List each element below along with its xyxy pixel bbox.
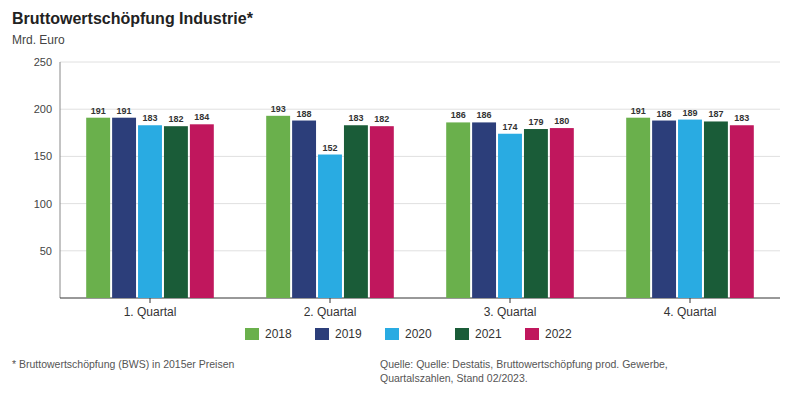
data-label: 193	[271, 104, 286, 114]
data-label: 186	[477, 110, 492, 120]
bar	[190, 124, 214, 298]
bars	[86, 116, 754, 298]
chart: Bruttowertschöpfung Industrie* Mrd. Euro 5…	[0, 0, 800, 400]
bar	[292, 121, 316, 298]
bar	[318, 155, 342, 298]
data-label: 182	[374, 114, 389, 124]
bar	[678, 120, 702, 298]
bar	[86, 118, 110, 298]
y-tick-label: 250	[34, 56, 52, 68]
data-label: 183	[734, 113, 749, 123]
x-tick-label: 4. Quartal	[664, 305, 717, 319]
x-tick-label: 1. Quartal	[124, 305, 177, 319]
annotation: Quelle: Quelle: Destatis, Bruttowertschö…	[380, 358, 668, 384]
bar	[472, 122, 496, 298]
data-label: 152	[322, 143, 337, 153]
annotation-line: * Bruttowertschöpfung (BWS) in 2015er Pr…	[12, 358, 235, 370]
x-tick	[690, 298, 691, 303]
annotation-line: Quelle: Quelle: Destatis, Bruttowertschö…	[380, 358, 668, 370]
legend-entry: 2022	[545, 327, 572, 341]
legend-swatch	[525, 328, 539, 340]
annotation: * Bruttowertschöpfung (BWS) in 2015er Pr…	[12, 358, 235, 370]
data-label: 174	[502, 122, 517, 132]
data-label: 188	[657, 109, 672, 119]
y-axis-label: Mrd. Euro	[12, 33, 65, 47]
y-tick-label: 50	[40, 245, 52, 257]
y-axis-line	[60, 62, 61, 298]
bar	[524, 129, 548, 298]
data-label: 182	[168, 114, 183, 124]
data-labels: 191 191 183 182 184 193 188 152 183 182 186 186 174 1…	[91, 104, 750, 153]
x-tick-label: 2. Quartal	[304, 305, 357, 319]
data-label: 180	[554, 116, 569, 126]
legend-entry: 2021	[475, 327, 502, 341]
annotation-line: Quartalszahlen, Stand 02/2023.	[380, 372, 528, 384]
bar	[266, 116, 290, 298]
legend: 2018 2019 2020 2021 2022	[245, 327, 572, 341]
bar	[704, 121, 728, 298]
bar	[344, 125, 368, 298]
y-tick-label: 150	[34, 150, 52, 162]
bar	[112, 118, 136, 298]
data-label: 191	[631, 106, 646, 116]
x-tick-label: 3. Quartal	[484, 305, 537, 319]
bar	[138, 125, 162, 298]
y-tick-label: 100	[34, 198, 52, 210]
legend-swatch	[245, 328, 259, 340]
grid-line	[60, 62, 780, 63]
legend-swatch	[315, 328, 329, 340]
y-tick-label: 200	[34, 103, 52, 115]
data-label: 191	[117, 106, 132, 116]
data-label: 189	[682, 108, 697, 118]
legend-entry: 2020	[405, 327, 432, 341]
data-label: 183	[348, 113, 363, 123]
grid-line	[60, 109, 780, 110]
bar	[730, 125, 754, 298]
legend-entry: 2019	[335, 327, 362, 341]
data-label: 191	[91, 106, 106, 116]
bar	[626, 118, 650, 298]
bar	[370, 126, 394, 298]
legend-swatch	[385, 328, 399, 340]
data-label: 183	[142, 113, 157, 123]
bar	[550, 128, 574, 298]
x-tick	[330, 298, 331, 303]
x-tick	[510, 298, 511, 303]
data-label: 188	[297, 109, 312, 119]
data-label: 187	[708, 109, 723, 119]
x-tick	[150, 298, 151, 303]
bar	[164, 126, 188, 298]
bar	[652, 121, 676, 298]
bar	[446, 122, 470, 298]
title: Bruttowertschöpfung Industrie*	[12, 10, 254, 27]
legend-swatch	[455, 328, 469, 340]
legend-entry: 2018	[265, 327, 292, 341]
data-label: 186	[451, 110, 466, 120]
data-label: 179	[528, 117, 543, 127]
data-label: 184	[194, 112, 209, 122]
bar	[498, 134, 522, 298]
